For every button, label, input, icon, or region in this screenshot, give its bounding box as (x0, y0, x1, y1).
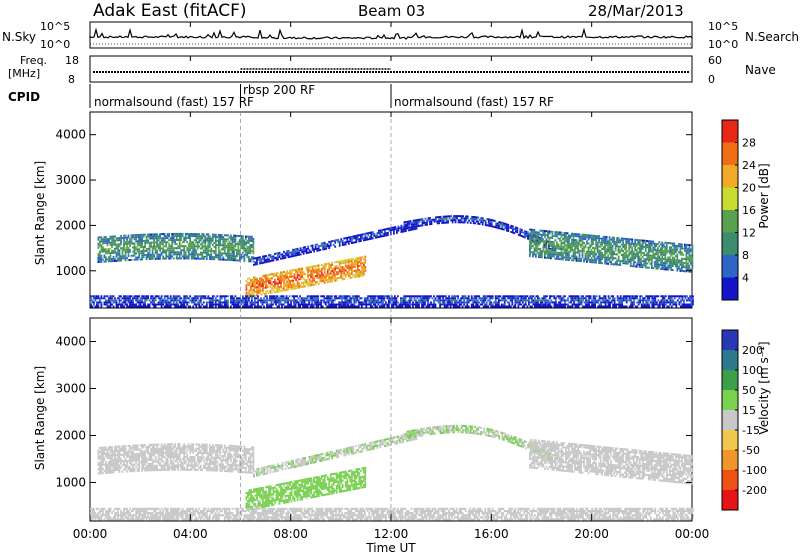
power-ytick-label-2: 3000 (55, 173, 86, 187)
cpid-segment-2: rbsp 200 RF (243, 83, 315, 97)
cpid-label: CPID (8, 90, 40, 104)
power-colorbar-cell-1 (722, 255, 738, 278)
velocity-colorbar-tick-label-2: -50 (742, 444, 760, 457)
power-colorbar-cell-2 (722, 232, 738, 255)
velocity-heatmap (90, 424, 694, 521)
nave-tick-top: 60 (708, 54, 722, 67)
power-colorbar-label: Power [dB] (757, 163, 771, 228)
noise-left-label: N.Sky (2, 30, 36, 44)
power-colorbar-tick-label-2: 12 (742, 227, 756, 240)
station-title: Adak East (fitACF) (93, 1, 247, 21)
velocity-colorbar-tick-label-3: -15 (742, 424, 760, 437)
power-colorbar-tick-label-6: 28 (742, 137, 756, 150)
power-heatmap (90, 215, 694, 308)
power-colorbar-tick-label-4: 20 (742, 182, 756, 195)
power-ylabel: Slant Range [km] (33, 161, 47, 265)
cpid-segment-1: normalsound (fast) 157 RF (94, 95, 254, 109)
nave-tick-bottom: 0 (708, 73, 715, 86)
power-colorbar-tick-label-3: 16 (742, 204, 756, 217)
freq-tick-top: 18 (65, 54, 79, 67)
x-axis-label: Time UT (365, 541, 416, 554)
velocity-colorbar-cell-0 (722, 490, 738, 510)
heatmap-layer (90, 215, 694, 521)
noise-left-tick-bottom: 10^0 (40, 38, 70, 51)
velocity-colorbar-label: Velocity [m s⁻¹] (757, 341, 771, 434)
power-colorbar-cell-0 (722, 277, 738, 300)
velocity-colorbar-cell-5 (722, 390, 738, 410)
xtick-label-2: 08:00 (273, 527, 308, 541)
power-colorbar-tick-label-0: 4 (742, 272, 749, 285)
xtick-label-3: 12:00 (374, 527, 409, 541)
velocity-colorbar-tick-label-1: -100 (742, 464, 767, 477)
power-ytick-label-1: 2000 (55, 218, 86, 232)
power-colorbar-cell-3 (722, 210, 738, 233)
freq-tick-bottom: 8 (68, 73, 75, 86)
cpid-segment-3: normalsound (fast) 157 RF (394, 95, 554, 109)
velocity-colorbar-tick-label-7: 200 (742, 344, 763, 357)
velocity-ytick-label-3: 4000 (55, 334, 86, 348)
noise-left-tick-top: 10^5 (40, 20, 70, 33)
velocity-colorbar-tick-label-6: 100 (742, 364, 763, 377)
freq-label: Freq. (20, 54, 47, 67)
velocity-ytick-label-2: 3000 (55, 381, 86, 395)
power-colorbar-tick-label-5: 24 (742, 159, 756, 172)
power-colorbar-tick-label-1: 8 (742, 249, 749, 262)
velocity-colorbar-tick-label-0: -200 (742, 484, 767, 497)
velocity-ytick-label-0: 1000 (55, 475, 86, 489)
xtick-label-0: 00:00 (73, 527, 108, 541)
beam-title: Beam 03 (358, 2, 425, 20)
noise-sky-trace (89, 27, 693, 40)
power-ytick-label-0: 1000 (55, 264, 86, 278)
xtick-label-5: 20:00 (574, 527, 609, 541)
nave-label: Nave (745, 63, 776, 77)
velocity-ytick-label-1: 2000 (55, 428, 86, 442)
xtick-label-6: 00:00 (675, 527, 710, 541)
xtick-label-4: 16:00 (474, 527, 509, 541)
velocity-colorbar-cell-4 (722, 410, 738, 430)
power-colorbar-cell-6 (722, 142, 738, 165)
noise-right-tick-top: 10^5 (708, 20, 738, 33)
freq-unit-label: [MHz] (8, 67, 40, 80)
noise-right-tick-bottom: 10^0 (708, 38, 738, 51)
power-ytick-label-3: 4000 (55, 128, 86, 142)
velocity-ylabel: Slant Range [km] (33, 366, 47, 470)
xtick-label-1: 04:00 (173, 527, 208, 541)
velocity-colorbar-tick-label-4: 15 (742, 404, 756, 417)
date-title: 28/Mar/2013 (588, 2, 684, 20)
velocity-colorbar-frame (721, 329, 739, 511)
velocity-colorbar-cell-8 (722, 330, 738, 350)
velocity-colorbar-tick-label-5: 50 (742, 384, 756, 397)
velocity-colorbar-cell-2 (722, 450, 738, 470)
power-colorbar-cell-7 (722, 120, 738, 143)
power-colorbar-cell-5 (722, 165, 738, 188)
velocity-colorbar-cell-6 (722, 370, 738, 390)
velocity-colorbar-cell-3 (722, 430, 738, 450)
noise-right-label: N.Search (745, 30, 799, 44)
velocity-colorbar-cell-7 (722, 350, 738, 370)
power-colorbar-cell-4 (722, 187, 738, 210)
velocity-colorbar-cell-1 (722, 470, 738, 490)
